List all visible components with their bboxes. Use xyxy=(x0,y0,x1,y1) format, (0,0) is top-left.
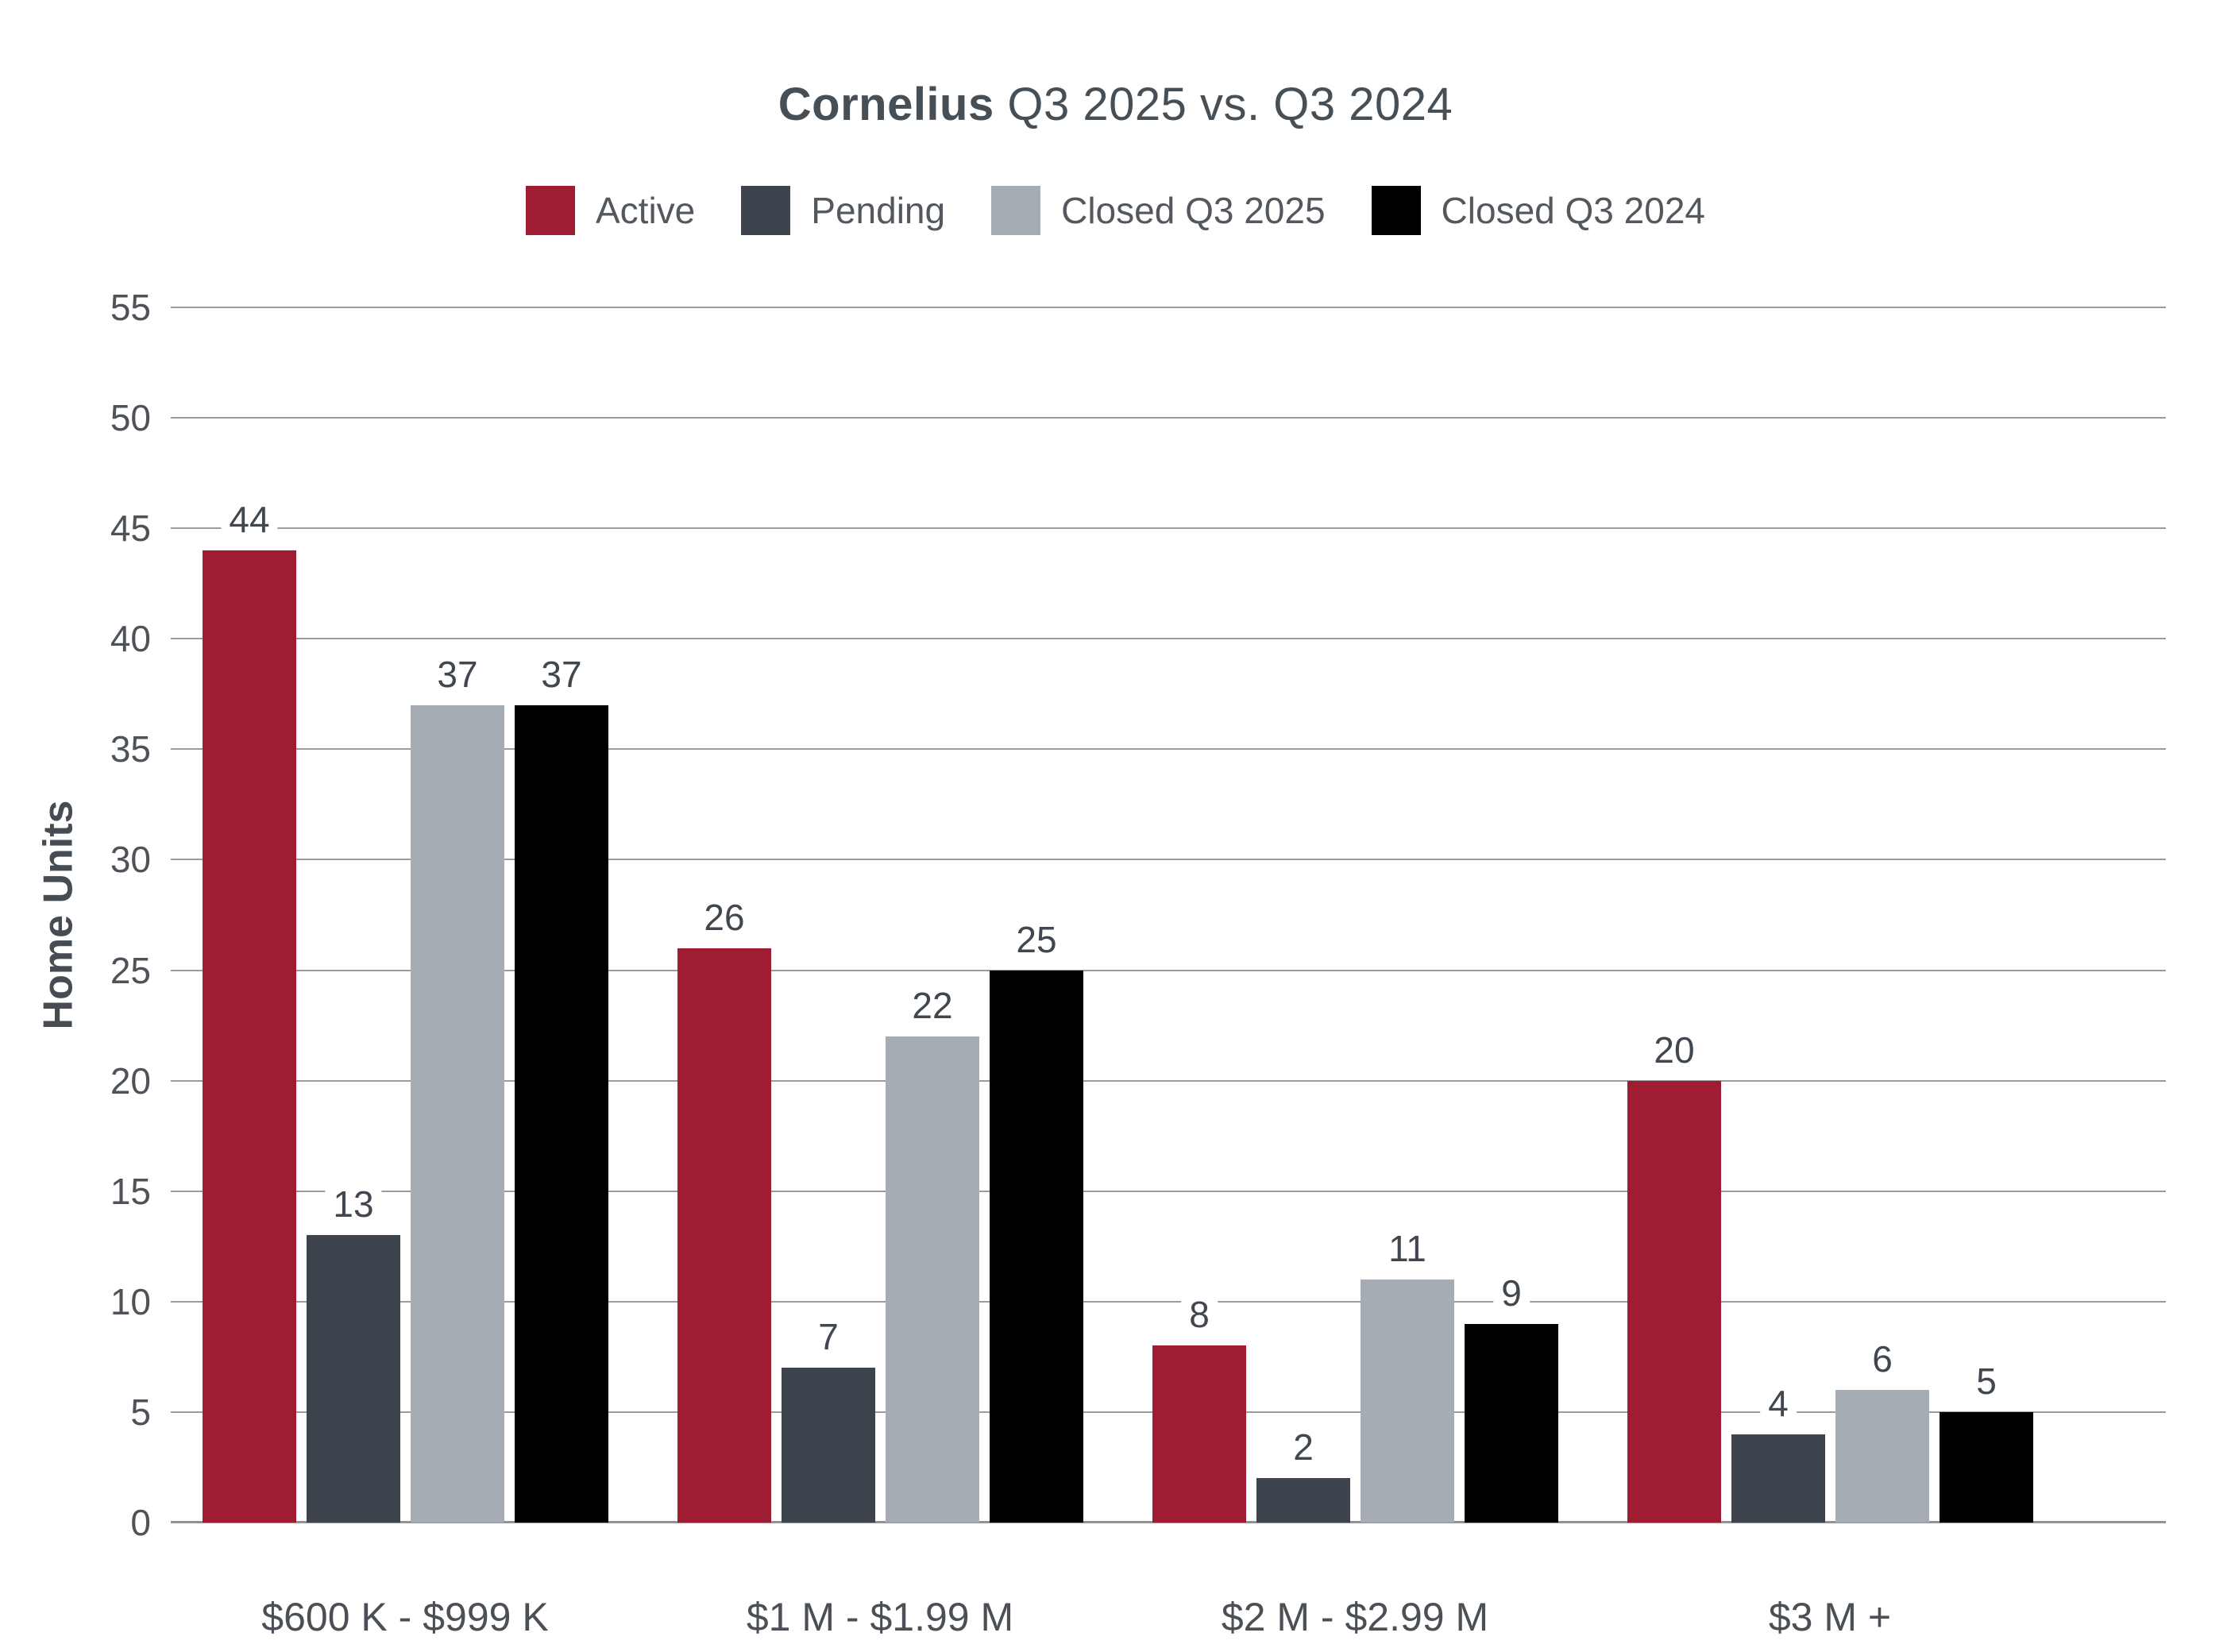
gridline xyxy=(171,638,2166,640)
gridline xyxy=(171,307,2166,308)
bar-closed-q3-2024-1-m-1-99-m xyxy=(990,970,1083,1523)
legend-swatch-active xyxy=(526,186,575,235)
legend-swatch-pending xyxy=(741,186,791,235)
bar-active-2-m-2-99-m xyxy=(1152,1345,1246,1523)
x-axis-label-3-m: $3 M + xyxy=(1768,1595,1892,1639)
legend-label: Pending xyxy=(811,190,946,231)
chart-title-city: Cornelius xyxy=(778,79,994,130)
y-tick-label: 45 xyxy=(110,508,151,550)
bar-active-3-m xyxy=(1627,1080,1721,1523)
bar-value-label: 26 xyxy=(696,895,753,939)
bar-value-label: 13 xyxy=(325,1183,382,1226)
legend-item-closed-q3-2024: Closed Q3 2024 xyxy=(1371,186,1705,235)
x-axis-labels: $600 K - $999 K $1 M - $1.99 M $2 M - $2.9… xyxy=(171,1571,2166,1639)
bar-value-label: 6 xyxy=(1864,1337,1901,1381)
gridline xyxy=(171,748,2166,751)
legend-item-pending: Pending xyxy=(741,186,945,235)
bar-closed-q3-2024-2-m-2-99-m xyxy=(1465,1323,1558,1523)
plot-area: 44 13 37 37 26 7 22 25 8 2 11 9 20 4 6 5 xyxy=(171,307,2166,1523)
legend-swatch-closed-q3-2025 xyxy=(991,186,1041,235)
bar-value-label: 20 xyxy=(1646,1028,1703,1071)
y-tick-label: 35 xyxy=(110,728,151,770)
y-tick-label: 50 xyxy=(110,397,151,439)
gridline xyxy=(171,1190,2166,1192)
bar-group-1-m-1-99-m: 26 7 22 25 xyxy=(677,307,1083,1523)
bar-value-label: 25 xyxy=(1008,917,1065,961)
bar-value-label: 11 xyxy=(1380,1227,1434,1270)
bar-value-label: 22 xyxy=(904,984,961,1027)
bar-closed-q3-2024-3-m xyxy=(1940,1411,2033,1523)
legend-label: Closed Q3 2025 xyxy=(1061,190,1326,231)
bar-value-label: 44 xyxy=(221,498,278,541)
y-tick-label: 55 xyxy=(110,287,151,328)
bar-closed-q3-2025-600-k-999-k xyxy=(411,704,504,1523)
bar-value-label: 7 xyxy=(810,1315,847,1359)
bar-pending-600-k-999-k xyxy=(307,1235,400,1523)
legend-swatch-closed-q3-2024 xyxy=(1371,186,1421,235)
bar-closed-q3-2025-2-m-2-99-m xyxy=(1361,1280,1454,1523)
x-axis-label-600-k-999-k: $600 K - $999 K xyxy=(261,1595,549,1639)
y-tick-label: 10 xyxy=(110,1280,151,1322)
gridline xyxy=(171,527,2166,530)
bar-active-600-k-999-k xyxy=(203,550,296,1523)
bar-value-label: 9 xyxy=(1493,1271,1530,1314)
bar-closed-q3-2025-1-m-1-99-m xyxy=(886,1036,979,1523)
x-axis-label-2-m-2-99-m: $2 M - $2.99 M xyxy=(1221,1595,1489,1639)
bar-group-600-k-999-k: 44 13 37 37 xyxy=(203,307,608,1523)
y-tick-label: 0 xyxy=(130,1502,151,1543)
y-tick-label: 5 xyxy=(130,1391,151,1433)
x-axis-label-1-m-1-99-m: $1 M - $1.99 M xyxy=(746,1595,1014,1639)
bar-value-label: 4 xyxy=(1760,1381,1797,1425)
bar-closed-q3-2025-3-m xyxy=(1835,1390,1929,1523)
gridline xyxy=(171,859,2166,861)
legend-label: Closed Q3 2024 xyxy=(1441,190,1705,231)
bar-active-1-m-1-99-m xyxy=(677,948,771,1523)
bar-group-3-m: 20 4 6 5 xyxy=(1627,307,2033,1523)
bar-value-label: 2 xyxy=(1285,1426,1322,1469)
y-tick-label: 25 xyxy=(110,949,151,991)
bar-closed-q3-2024-600-k-999-k xyxy=(515,704,608,1523)
bar-value-label: 8 xyxy=(1181,1293,1218,1337)
y-tick-label: 30 xyxy=(110,839,151,881)
legend-item-closed-q3-2025: Closed Q3 2025 xyxy=(991,186,1326,235)
y-tick-label: 20 xyxy=(110,1060,151,1102)
chart-title: Cornelius Q3 2025 vs. Q3 2024 xyxy=(0,78,2231,131)
legend: Active Pending Closed Q3 2025 Closed Q3 202… xyxy=(0,186,2231,235)
gridline xyxy=(171,969,2166,971)
bar-pending-1-m-1-99-m xyxy=(782,1368,875,1523)
bar-pending-2-m-2-99-m xyxy=(1256,1478,1350,1523)
chart-title-period: Q3 2025 vs. Q3 2024 xyxy=(994,79,1453,130)
y-axis-ticks: 0 5 10 15 20 25 30 35 40 45 50 55 xyxy=(0,289,160,1541)
y-tick-label: 15 xyxy=(110,1170,151,1212)
bar-value-label: 37 xyxy=(429,652,486,696)
legend-label: Active xyxy=(596,190,696,231)
gridline xyxy=(171,1079,2166,1082)
gridline xyxy=(171,417,2166,419)
bar-group-2-m-2-99-m: 8 2 11 9 xyxy=(1152,307,1558,1523)
y-tick-label: 40 xyxy=(110,618,151,660)
bar-value-label: 37 xyxy=(533,652,590,696)
gridline xyxy=(171,1300,2166,1303)
bar-pending-3-m xyxy=(1731,1434,1825,1523)
bar-value-label: 5 xyxy=(1968,1359,2005,1403)
legend-item-active: Active xyxy=(526,186,695,235)
